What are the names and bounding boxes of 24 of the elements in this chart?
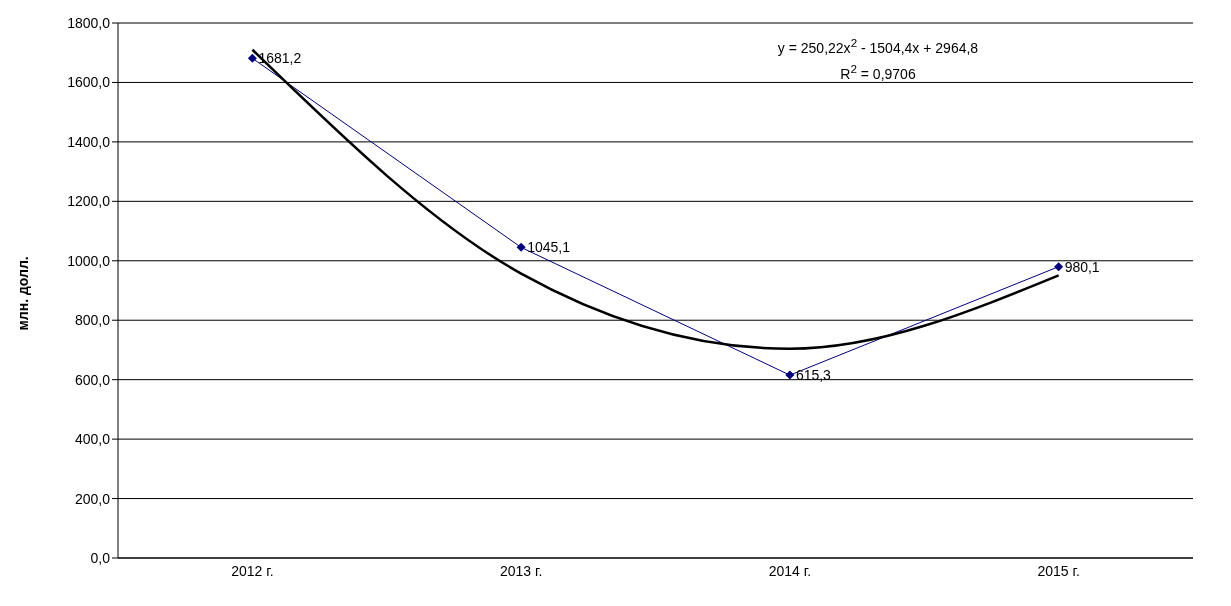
y-tick-label: 400,0 — [74, 431, 111, 448]
y-tick-label: 0,0 — [90, 549, 111, 566]
y-tick-label: 600,0 — [74, 371, 111, 388]
y-tick-label: 1600,0 — [67, 74, 111, 91]
x-tick-label: 2013 г. — [499, 562, 543, 579]
y-tick-label: 800,0 — [74, 312, 111, 329]
x-tick-label: 2012 г. — [231, 562, 274, 579]
data-label: 1045,1 — [527, 239, 571, 256]
y-tick-label: 1000,0 — [67, 252, 111, 269]
point — [785, 370, 795, 380]
y-axis-title: млн. долл. — [14, 256, 31, 331]
y-tick-label: 1400,0 — [67, 133, 111, 150]
data-label: 980,1 — [1064, 258, 1100, 275]
data-label: 615,3 — [795, 367, 832, 384]
annotation: y = 250,22x$^{2}$ - 1504,4x + 2964,8 — [776, 36, 980, 56]
y-tick-label: 1800,0 — [67, 14, 111, 31]
point — [247, 53, 257, 63]
x-tick-label: 2015 г. — [1037, 562, 1080, 579]
point — [1054, 262, 1064, 272]
point — [516, 242, 526, 252]
annotation: R$^{2}$ = 0,9706 — [839, 62, 917, 82]
y-tick-label: 200,0 — [74, 490, 111, 507]
y-tick-label: 1200,0 — [67, 193, 111, 210]
x-tick-label: 2014 г. — [768, 562, 812, 579]
